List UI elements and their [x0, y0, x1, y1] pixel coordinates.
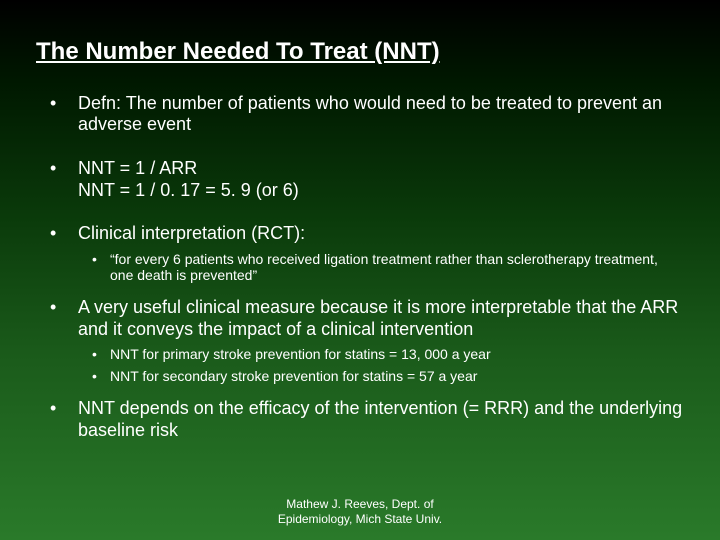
slide-footer: Mathew J. Reeves, Dept. of Epidemiology,… [0, 497, 720, 526]
bullet-marker: • [92, 368, 110, 384]
bullet-level-1: •A very useful clinical measure because … [50, 297, 684, 340]
bullet-text: NNT depends on the efficacy of the inter… [78, 398, 684, 441]
bullet-text: NNT for secondary stroke prevention for … [110, 368, 684, 384]
slide-content: •Defn: The number of patients who would … [36, 93, 684, 442]
bullet-level-1: •NNT depends on the efficacy of the inte… [50, 398, 684, 441]
bullet-level-2: •NNT for primary stroke prevention for s… [92, 346, 684, 362]
bullet-level-2: •“for every 6 patients who received liga… [92, 251, 684, 283]
bullet-text: A very useful clinical measure because i… [78, 297, 684, 340]
bullet-marker: • [50, 93, 78, 136]
bullet-level-1: •Defn: The number of patients who would … [50, 93, 684, 136]
bullet-level-2: •NNT for secondary stroke prevention for… [92, 368, 684, 384]
bullet-marker: • [50, 223, 78, 245]
bullet-text: NNT for primary stroke prevention for st… [110, 346, 684, 362]
bullet-text: Defn: The number of patients who would n… [78, 93, 684, 136]
slide-title: The Number Needed To Treat (NNT) [36, 38, 684, 67]
bullet-level-1: •Clinical interpretation (RCT): [50, 223, 684, 245]
slide-container: The Number Needed To Treat (NNT) •Defn: … [0, 0, 720, 540]
bullet-marker: • [50, 398, 78, 441]
footer-line-2: Epidemiology, Mich State Univ. [0, 512, 720, 526]
bullet-level-1: •NNT = 1 / ARRNNT = 1 / 0. 17 = 5. 9 (or… [50, 158, 684, 201]
bullet-marker: • [92, 346, 110, 362]
footer-line-1: Mathew J. Reeves, Dept. of [0, 497, 720, 511]
bullet-marker: • [50, 158, 78, 201]
bullet-marker: • [92, 251, 110, 283]
bullet-text: Clinical interpretation (RCT): [78, 223, 684, 245]
bullet-text: “for every 6 patients who received ligat… [110, 251, 684, 283]
bullet-text: NNT = 1 / ARRNNT = 1 / 0. 17 = 5. 9 (or … [78, 158, 684, 201]
bullet-marker: • [50, 297, 78, 340]
